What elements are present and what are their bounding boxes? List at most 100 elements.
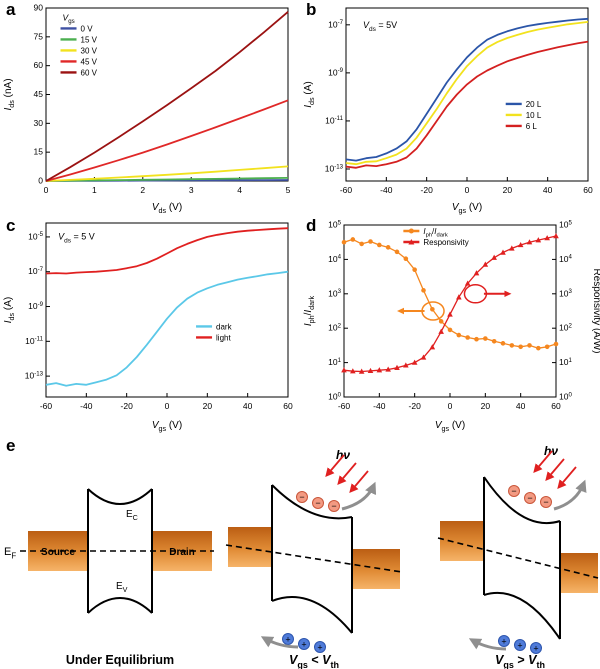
svg-text:105: 105 [559,219,572,229]
source-contact-3 [440,521,484,561]
electrons-3: − − − [508,485,552,508]
svg-text:+: + [285,635,290,645]
panel-label-d: d [306,216,317,235]
legend-label: dark [216,322,233,331]
axis-indicator-ellipse [463,284,488,304]
svg-text:-40: -40 [373,401,386,411]
chart-b: -60 -40 -20 0 20 40 60 10-13 10-11 10-9 10-7 Vgs (V… [303,7,593,215]
legend-label: 45 V [81,57,98,66]
drain-label: Drain [169,547,195,558]
annotation: Vds = 5V [363,20,397,33]
svg-text:101: 101 [328,357,341,367]
legend-label: 60 V [81,68,98,77]
panel-label-c: c [6,216,16,235]
y-axis-label: Ids (A) [3,297,16,323]
plot-frame [343,224,557,398]
svg-text:0: 0 [165,401,170,411]
svg-text:−: − [527,493,532,503]
x-axis-label: Vgs (V) [452,202,482,215]
series-30 V [45,165,289,182]
svg-text:3: 3 [189,185,194,195]
svg-text:+: + [517,641,522,651]
svg-text:105: 105 [328,219,341,229]
photon-arrow [545,458,565,482]
panel-e-band-diagrams: EF EC EV Source Drain Under Equilibrium … [0,433,600,669]
x-axis-label: Vgs (V) [435,420,465,433]
panel-d-responsivity-chart: -60 -40 -20 0 20 40 60 100 101 102 103 104 105 100 101… [300,215,600,438]
svg-text:75: 75 [34,31,44,41]
svg-text:20: 20 [503,185,513,195]
svg-text:10-5: 10-5 [28,231,43,241]
panel-c-dark-light-curves: -60 -40 -20 0 20 40 60 10-13 10-11 10-9 10-7 10-5 Vg… [0,215,300,438]
chart-d: -60 -40 -20 0 20 40 60100101102103104105100101… [303,219,600,433]
svg-text:15: 15 [34,147,44,157]
electrons-2: − − − [296,491,340,512]
band-subthreshold [271,484,353,634]
panel-b-transfer-curves: -60 -40 -20 0 20 40 60 10-13 10-11 10-9 10-7 Vgs (V… [300,0,600,220]
panel-label-e: e [6,436,16,455]
right-y-axis-label: Responsivity (A/W) [591,268,600,353]
svg-text:40: 40 [516,401,526,411]
svg-text:-60: -60 [338,401,351,411]
legend-label: Iph/Idark [423,227,448,238]
panel-label-b: b [306,0,317,19]
hole-flow-arrow-2 [260,636,299,649]
panel-a-output-curves: 0 1 2 3 4 5 0 15 30 45 60 75 90 Vds (V) Ids (nA) Vgs 0 V… [0,0,300,220]
svg-text:-20: -20 [421,185,434,195]
svg-text:104: 104 [328,254,341,264]
svg-text:−: − [511,486,516,496]
band-abovethreshold [483,476,561,640]
svg-text:40: 40 [243,401,253,411]
series-light [45,227,289,275]
svg-text:1: 1 [92,185,97,195]
svg-text:4: 4 [237,185,242,195]
svg-text:−: − [299,492,304,502]
svg-text:30: 30 [34,118,44,128]
svg-text:-40: -40 [80,401,93,411]
series-dark [45,270,289,387]
photon-arrow [337,462,357,486]
legend-label: light [216,333,231,342]
caption-abovethreshold: Vgs > Vth [495,653,545,669]
hv-label-3: hν [544,444,558,458]
legend-label: 15 V [81,35,98,44]
plot-frame [45,222,289,398]
svg-text:60: 60 [283,401,293,411]
series-15 V [45,177,289,182]
svg-text:60: 60 [34,60,44,70]
svg-text:60: 60 [583,185,593,195]
svg-text:+: + [501,637,506,647]
svg-text:100: 100 [328,391,341,401]
holes-3: + + + [498,635,542,654]
legend-title: Vgs [63,12,75,25]
y-axis-label: Ids (nA) [3,78,16,110]
svg-text:−: − [331,501,336,511]
svg-text:-60: -60 [40,401,53,411]
svg-text:−: − [315,498,320,508]
source-label: Source [41,547,75,558]
svg-text:103: 103 [559,288,572,298]
series-6 L [345,40,589,169]
panel-label-a: a [6,0,16,19]
svg-text:10-13: 10-13 [25,370,44,380]
legend-label: 10 L [526,111,542,120]
svg-text:10-7: 10-7 [28,266,43,276]
svg-text:10-11: 10-11 [25,336,43,346]
hole-flow-arrow-3 [468,638,507,651]
svg-text:+: + [533,644,538,654]
series-10 L [345,21,589,166]
x-axis-label: Vgs (V) [152,420,182,433]
drain-contact-2 [352,549,400,589]
svg-text:0: 0 [44,185,49,195]
svg-text:20: 20 [203,401,213,411]
svg-text:−: − [543,497,548,507]
plot-frame [45,7,289,182]
legend-label: 0 V [81,24,94,33]
legend-label: 30 V [81,46,98,55]
svg-text:10-9: 10-9 [328,67,343,77]
x-axis-label: Vds (V) [152,202,182,215]
legend-label: 6 L [526,122,538,131]
svg-text:+: + [301,640,306,650]
